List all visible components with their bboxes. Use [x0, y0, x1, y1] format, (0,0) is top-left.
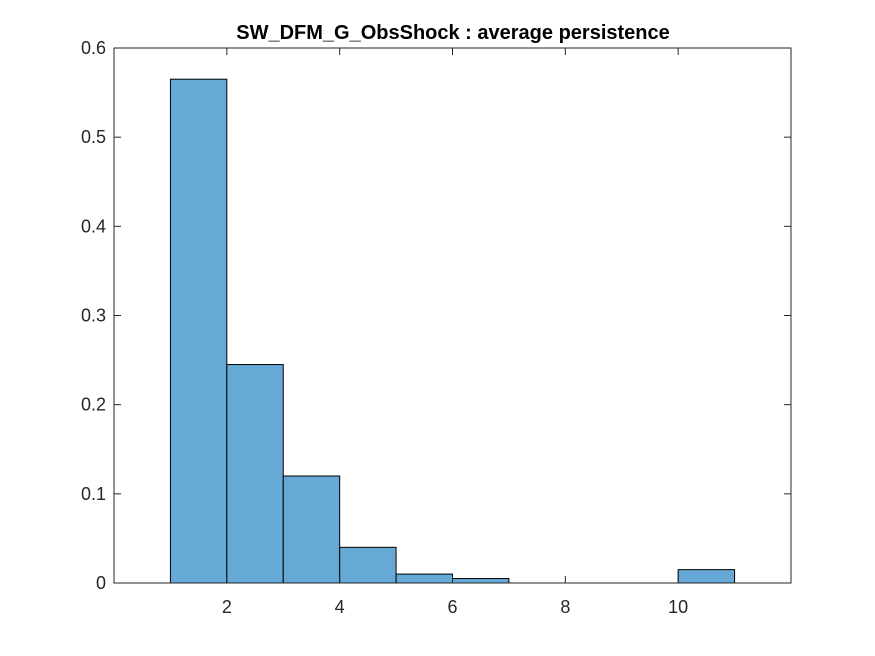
x-axis: 2 4 6 8 10 [222, 48, 688, 617]
y-tick-label-2: 0.2 [81, 395, 106, 415]
x-tick-label-2: 6 [447, 597, 457, 617]
histogram-bar-1 [226, 364, 284, 584]
histogram-bar-3 [339, 546, 397, 584]
y-tick-label-4: 0.4 [81, 216, 106, 236]
y-axis: 0 0.1 0.2 0.3 0.4 0.5 0.6 [81, 38, 791, 593]
chart-title: SW_DFM_G_ObsShock : average persistence [236, 22, 670, 44]
y-tick-label-5: 0.5 [81, 127, 106, 147]
histogram-bar-4 [395, 573, 454, 584]
histogram-bar-5 [452, 578, 510, 584]
histogram-bar-9 [677, 569, 736, 584]
y-tick-label-6: 0.6 [81, 38, 106, 58]
y-tick-label-0: 0 [96, 573, 106, 593]
histogram-bar-0 [169, 78, 228, 584]
x-tick-label-1: 4 [335, 597, 345, 617]
bars-group [169, 78, 736, 584]
histogram-bar-2 [282, 475, 341, 584]
x-tick-label-3: 8 [560, 597, 570, 617]
y-tick-label-1: 0.1 [81, 484, 106, 504]
x-tick-label-0: 2 [222, 597, 232, 617]
x-tick-label-4: 10 [668, 597, 688, 617]
y-tick-label-3: 0.3 [81, 306, 106, 326]
